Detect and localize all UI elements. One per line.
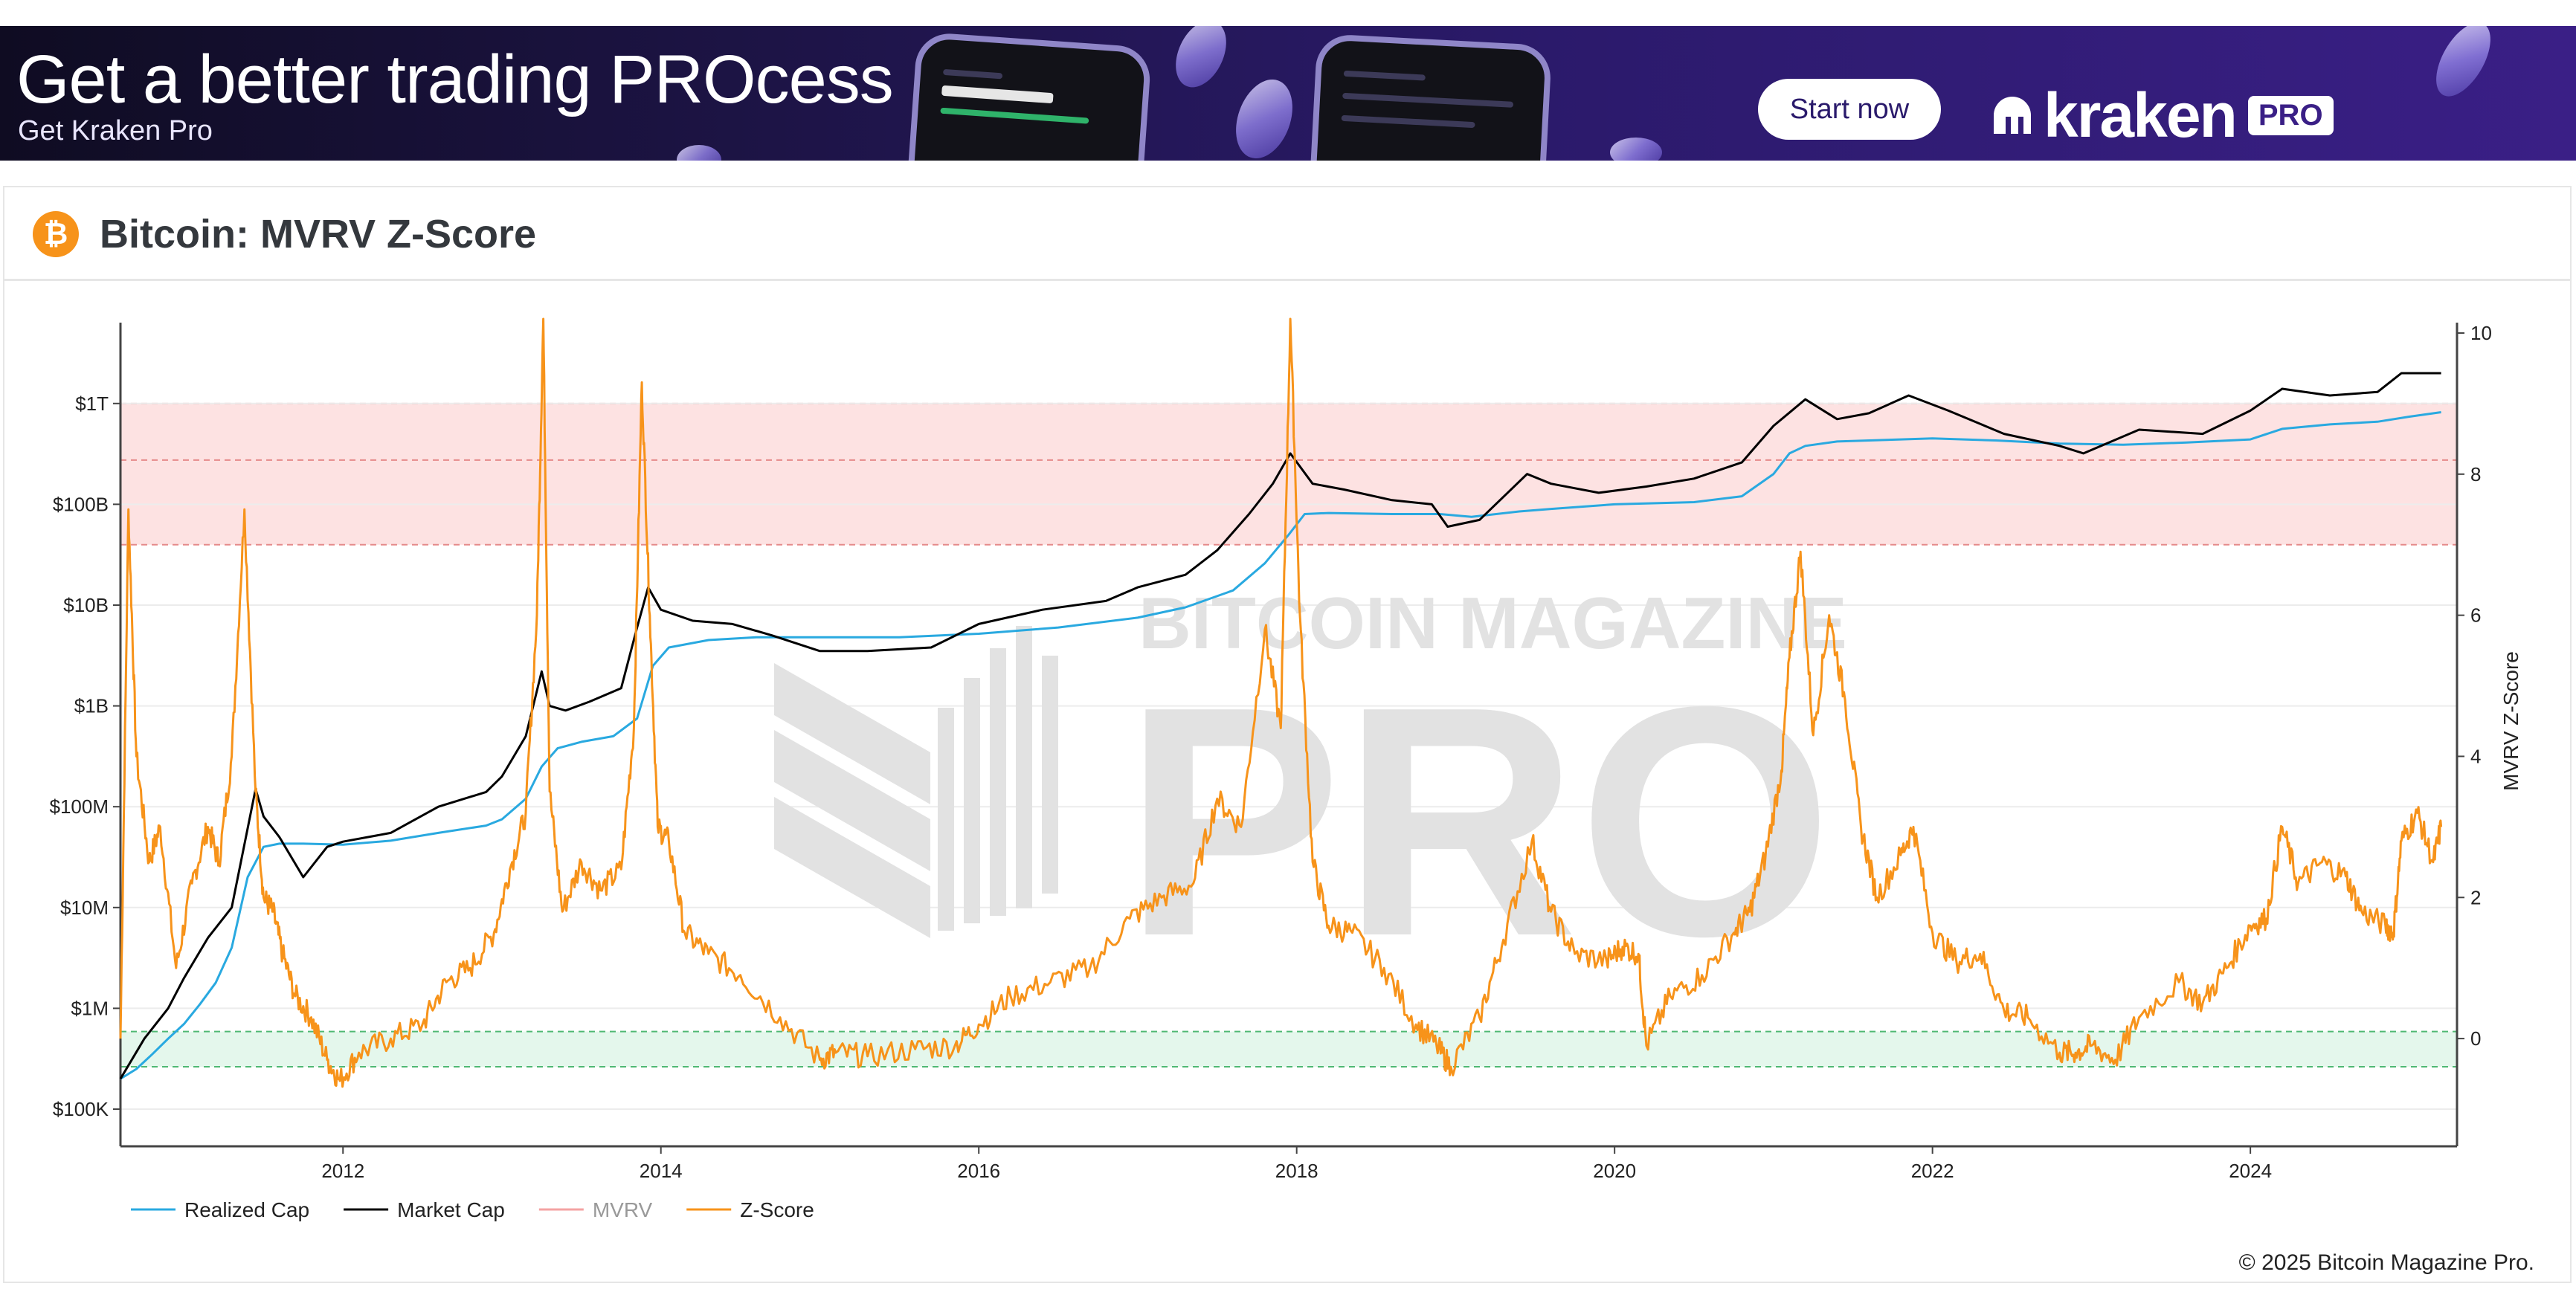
x-tick-label: 2020 [1593,1160,1636,1182]
y-right-tick-label: 4 [2470,745,2481,767]
watermark-line1: BITCOIN MAGAZINE [1139,582,1847,664]
y-left-tick-label: $100K [53,1098,109,1120]
page-title: Bitcoin: MVRV Z-Score [100,212,537,256]
decorative-crystal-icon [1226,71,1303,161]
gridlines [120,402,2457,1110]
green-zone-band [120,1031,2457,1067]
start-now-button[interactable]: Start now [1758,79,1941,140]
chart-card: ₿ Bitcoin: MVRV Z-Score BITCOIN MAGAZINE… [3,186,2572,1283]
pro-badge: PRO [2247,95,2334,135]
market-cap-series-line[interactable] [119,372,2441,1079]
y-right-axis-title: MVRV Z-Score [2499,651,2522,791]
legend: Realized Cap Market Cap MVRV Z-Score [131,1198,814,1221]
mvrv-z-score-chart[interactable]: BITCOIN MAGAZINE PRO $1T $100B $10B $1B $100… [4,187,2570,1282]
decorative-crystal-icon [1165,26,1237,96]
x-tick-label: 2024 [2229,1160,2272,1182]
ad-banner[interactable]: Get a better trading PROcess Get Kraken … [0,26,2576,161]
legend-item-mvrv[interactable]: MVRV [538,1198,653,1221]
legend-item-z-score[interactable]: Z-Score [686,1198,814,1221]
legend-label: Realized Cap [184,1198,309,1221]
copyright-text: © 2025 Bitcoin Magazine Pro. [2238,1250,2534,1275]
decorative-crystal-icon [1610,138,1662,161]
ad-subline: Get Kraken Pro [18,115,213,146]
z-score-series-line[interactable] [119,317,2443,1088]
watermark-emblem-icon [774,626,1058,938]
bitcoin-magazine-pro-watermark: BITCOIN MAGAZINE PRO [774,582,1847,1004]
x-tick-label: 2022 [1911,1160,1954,1182]
legend-label: MVRV [593,1198,653,1221]
y-left-tick-label: $100B [53,493,109,515]
phone-mockup-icon [904,31,1153,161]
y-right-tick-label: 0 [2470,1027,2481,1050]
y-left-tick-label: $10B [63,594,109,616]
y-left-tick-label: $1T [75,393,109,415]
bitcoin-icon: ₿ [33,211,79,257]
legend-label: Market Cap [397,1198,505,1221]
y-right-tick-label: 8 [2470,463,2481,485]
y-left-tick-label: $10M [60,897,109,919]
decorative-crystal-icon [677,145,721,161]
series-lines [119,317,2443,1088]
legend-item-realized-cap[interactable]: Realized Cap [131,1198,309,1221]
y-right-tick-label: 2 [2470,886,2481,908]
card-header: ₿ Bitcoin: MVRV Z-Score [4,187,2570,281]
ad-headline: Get a better trading PROcess [16,42,894,117]
kraken-pro-logo: kraken PRO [1990,80,2334,150]
y-left-tick-label: $1B [74,695,109,717]
y-right-tick-label: 6 [2470,604,2481,627]
x-tick-label: 2012 [321,1160,364,1182]
kraken-logo-icon [1994,97,2031,134]
x-tick-label: 2016 [957,1160,1000,1182]
y-left-tick-label: $100M [50,795,109,818]
x-tick-label: 2014 [640,1160,683,1182]
kraken-wordmark: kraken [2044,80,2238,150]
decorative-crystal-icon [2425,26,2502,106]
watermark-line2: PRO [1124,639,1832,1004]
phone-mockup-icon [1307,33,1553,161]
y-right-tick-label: 10 [2470,322,2492,344]
zone-bands [120,402,2457,1068]
legend-item-market-cap[interactable]: Market Cap [344,1198,505,1221]
x-tick-label: 2018 [1275,1160,1318,1182]
red-zone-band [120,403,2457,545]
legend-label: Z-Score [740,1198,814,1221]
y-left-tick-label: $1M [71,997,109,1019]
axes: $1T $100B $10B $1B $100M $10M $1M $100K 10 8 6 4 2 0 M… [50,322,2523,1182]
